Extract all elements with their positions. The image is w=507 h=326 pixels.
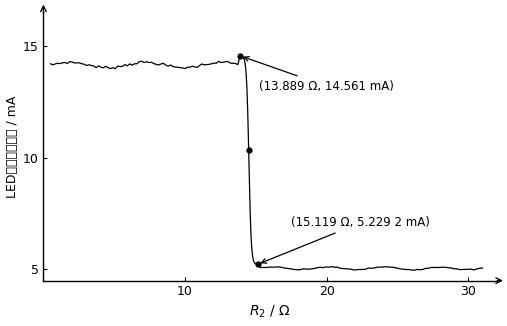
- X-axis label: $R_2$ / Ω: $R_2$ / Ω: [249, 304, 291, 320]
- Text: (13.889 Ω, 14.561 mA): (13.889 Ω, 14.561 mA): [244, 56, 393, 93]
- Text: (15.119 Ω, 5.229 2 mA): (15.119 Ω, 5.229 2 mA): [262, 216, 430, 263]
- Y-axis label: LED单路输出电流 / mA: LED单路输出电流 / mA: [6, 96, 19, 198]
